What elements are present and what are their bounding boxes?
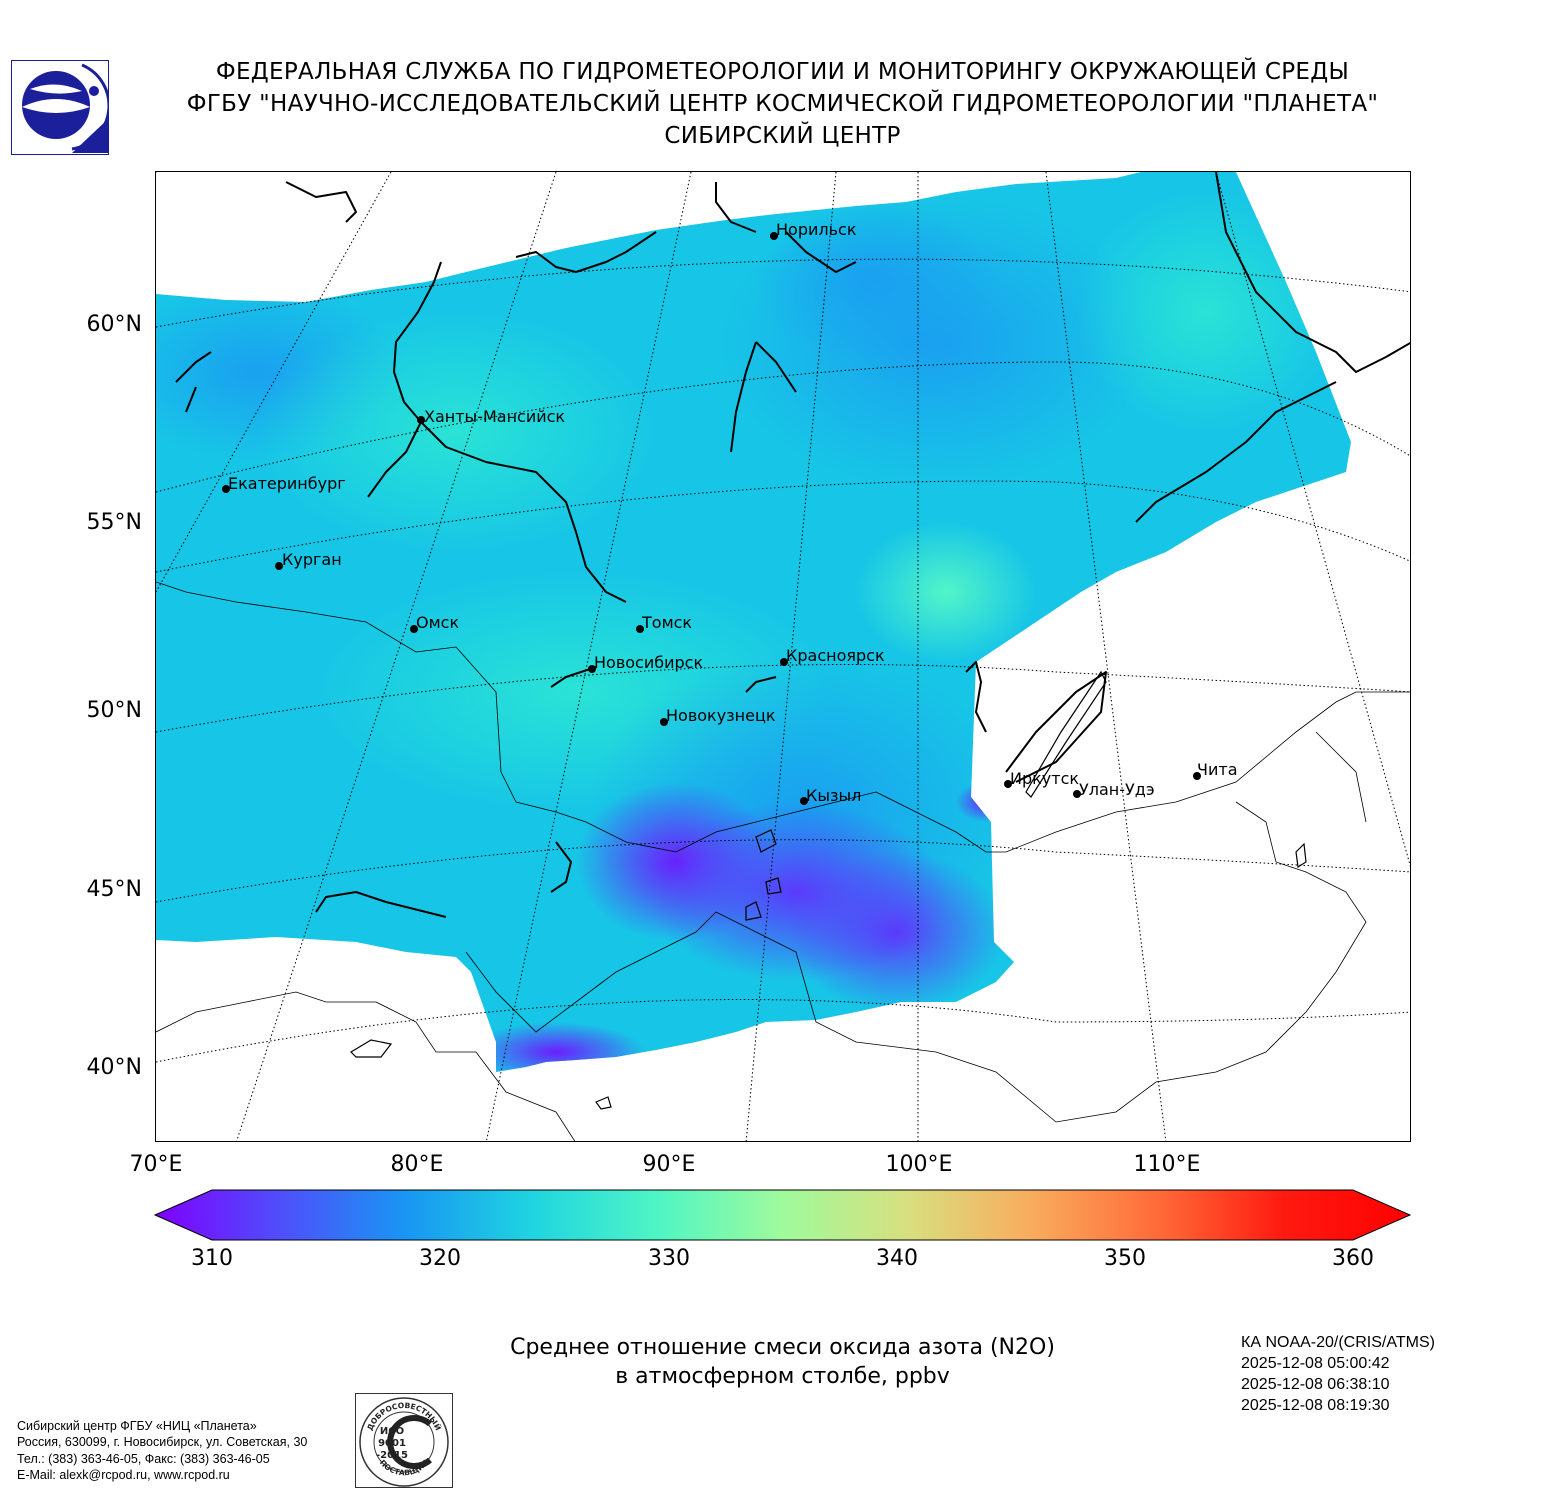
contacts-line-3: Тел.: (383) 363-46-05, Факс: (383) 363-4… — [17, 1451, 270, 1466]
contacts: Сибирский центр ФГБУ «НИЦ «Планета» Росс… — [17, 1418, 307, 1483]
contacts-line-4: E-Mail: alexk@rcpod.ru, www.rcpod.ru — [17, 1467, 230, 1482]
city-omsk: Омск — [410, 613, 459, 633]
iso-badge-mid-2: 9001 — [378, 1438, 406, 1449]
planeta-logo — [11, 60, 111, 155]
colorbar-tick-350: 350 — [1104, 1246, 1146, 1271]
lat-label-40: 40°N — [86, 1055, 142, 1080]
city-novokuznetsk: Новокузнецк — [660, 706, 776, 726]
city-krasnoyarsk: Красноярск — [780, 646, 885, 666]
city-tomsk: Томск — [636, 613, 692, 633]
lakes — [350, 670, 1307, 1110]
borders — [156, 581, 1410, 1141]
iso-badge-mid-1: ИСО — [380, 1426, 404, 1437]
iso-badge: ДОБРОСОВЕСТНЫЙ ПОСТАВЩИК ИСО 9001 -2015 — [355, 1393, 453, 1488]
lon-label-70: 70°E — [129, 1152, 183, 1177]
header-line-3: СИБИРСКИЙ ЦЕНТР — [664, 123, 901, 149]
colorbar-tick-330: 330 — [648, 1246, 690, 1271]
city-norilsk: Норильск — [770, 220, 857, 240]
satellite-name: КА NOAA-20/(CRIS/ATMS) — [1241, 1334, 1435, 1351]
colorbar-tick-310: 310 — [191, 1246, 233, 1271]
city-khanty-mansiysk: Ханты-Мансийск — [417, 407, 565, 426]
svg-text:Омск: Омск — [416, 613, 459, 632]
colorbar-tick-360: 360 — [1332, 1246, 1374, 1271]
cities: Норильск Ханты-Мансийск Екатеринбург Кур… — [222, 220, 1238, 805]
rivers — [175, 172, 1410, 918]
map-panel: Норильск Ханты-Мансийск Екатеринбург Кур… — [155, 171, 1411, 1142]
lat-label-60: 60°N — [86, 312, 142, 337]
header-line-2: ФГБУ "НАУЧНО-ИССЛЕДОВАТЕЛЬСКИЙ ЦЕНТР КОС… — [186, 91, 1379, 117]
product-title-line-1: Среднее отношение смеси оксида азота (N2… — [510, 1335, 1055, 1360]
city-novosibirsk: Новосибирск — [588, 653, 703, 673]
svg-text:Чита: Чита — [1197, 760, 1238, 779]
city-ulan-ude: Улан-Удэ — [1073, 780, 1155, 799]
contacts-line-1: Сибирский центр ФГБУ «НИЦ «Планета» — [17, 1419, 257, 1433]
iso-badge-mid-3: -2015 — [376, 1450, 408, 1461]
product-title-line-2: в атмосферном столбе, ppbv — [615, 1364, 950, 1389]
lon-label-80: 80°E — [390, 1152, 444, 1177]
lon-label-100: 100°E — [885, 1152, 953, 1177]
lon-label-110: 110°E — [1133, 1152, 1201, 1177]
pass-time-3: 2025-12-08 08:19:30 — [1241, 1397, 1390, 1414]
lat-label-45: 45°N — [86, 877, 142, 902]
pass-time-1: 2025-12-08 05:00:42 — [1241, 1355, 1390, 1372]
svg-text:Иркутск: Иркутск — [1010, 769, 1079, 788]
colorbar-tick-320: 320 — [419, 1246, 461, 1271]
city-chita: Чита — [1193, 760, 1238, 780]
city-kyzyl: Кызыл — [800, 786, 861, 805]
map-svg: Норильск Ханты-Мансийск Екатеринбург Кур… — [156, 172, 1410, 1141]
pass-time-2: 2025-12-08 06:38:10 — [1241, 1376, 1390, 1393]
svg-text:Красноярск: Красноярск — [786, 646, 885, 665]
svg-text:Улан-Удэ: Улан-Удэ — [1079, 780, 1155, 799]
svg-text:Екатеринбург: Екатеринбург — [228, 474, 346, 493]
header-line-1: ФЕДЕРАЛЬНАЯ СЛУЖБА ПО ГИДРОМЕТЕОРОЛОГИИ … — [215, 59, 1350, 85]
svg-text:Норильск: Норильск — [776, 220, 857, 239]
colorbar-tick-340: 340 — [876, 1246, 918, 1271]
svg-text:Ханты-Мансийск: Ханты-Мансийск — [424, 407, 565, 426]
svg-text:Курган: Курган — [282, 550, 342, 569]
lon-label-90: 90°E — [642, 1152, 696, 1177]
city-kurgan: Курган — [275, 550, 342, 570]
colorbar-bar — [153, 1189, 1412, 1241]
n2o-field — [156, 172, 1351, 1072]
svg-text:Томск: Томск — [641, 613, 692, 632]
city-irkutsk: Иркутск — [1004, 769, 1079, 788]
svg-text:Кызыл: Кызыл — [806, 786, 861, 805]
lat-label-50: 50°N — [86, 698, 142, 723]
svg-text:Новосибирск: Новосибирск — [594, 653, 703, 672]
city-yekaterinburg: Екатеринбург — [222, 474, 346, 493]
contacts-line-2: Россия, 630099, г. Новосибирск, ул. Сове… — [17, 1435, 308, 1450]
lat-label-55: 55°N — [86, 510, 142, 535]
graticule — [156, 172, 1410, 1141]
svg-text:Новокузнецк: Новокузнецк — [666, 706, 776, 725]
colorbar — [153, 1189, 1412, 1241]
